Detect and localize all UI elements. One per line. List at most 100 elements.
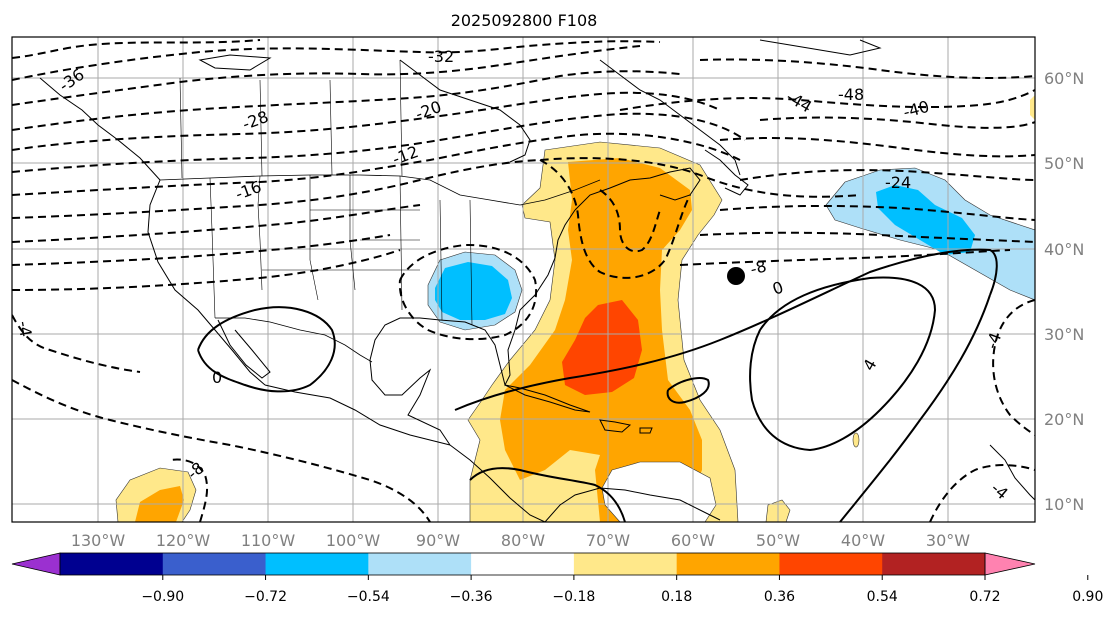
contour-east-a [619, 89, 1035, 111]
latitude-labels: 60°N 50°N 40°N 30°N 20°N 10°N [1044, 69, 1084, 514]
contour-zero-small [666, 377, 710, 404]
contour-zero-west [197, 306, 336, 393]
map-border [11, 36, 1036, 523]
longitude-label: 90°W [416, 531, 460, 550]
latitude-label: 50°N [1044, 154, 1084, 173]
colorbar-tick-label: −0.18 [552, 589, 595, 605]
colorbar-frame [59, 552, 986, 576]
contour-label: -8 [748, 256, 768, 278]
longitude-label: 50°W [756, 531, 800, 550]
latitude-label: 60°N [1044, 69, 1084, 88]
contour-n32 [12, 40, 661, 81]
coastline-baja [217, 319, 271, 379]
longitude-labels: 130°W 120°W 110°W 100°W 90°W 80°W 70°W 60°W 50°W… [71, 531, 970, 550]
longitude-label: 40°W [841, 531, 885, 550]
contour-label: -48 [838, 85, 864, 104]
coastline-puerto-rico [639, 427, 653, 434]
coastline-hudson-bay [399, 59, 531, 163]
colorbar-tick-label: 0.18 [661, 589, 692, 605]
contour-east-b [699, 58, 1035, 79]
latitude-label: 40°N [1044, 240, 1084, 259]
contour-label: -4 [982, 330, 1005, 351]
contour-lines [12, 39, 1035, 522]
contour-east-e [739, 169, 1035, 181]
coastline-greenland [759, 39, 882, 56]
colorbar-segment [882, 553, 986, 575]
longitude-label: 100°W [326, 531, 381, 550]
contour-plus4 [749, 276, 937, 452]
contour-zero-south [469, 467, 626, 522]
coastline-africa [989, 444, 1035, 501]
contour-label: -24 [885, 173, 911, 192]
colorbar: −0.90 −0.72 −0.54 −0.36 −0.18 0.18 0.36 0.54 0.7… [11, 552, 1103, 605]
coastline-yucatan [369, 359, 451, 446]
colorbar-segment [265, 553, 369, 575]
contour-n4-southeast [929, 464, 1035, 522]
fill-blue-southeast [435, 262, 512, 320]
contour-n4b [12, 249, 401, 291]
contour-n28a [12, 45, 641, 106]
colorbar-extend-high [984, 552, 1036, 576]
colorbar-segment [779, 553, 883, 575]
coastline-arctic [198, 54, 272, 71]
contour-east-h [679, 249, 1011, 266]
borders-canada-provinces [179, 59, 403, 179]
longitude-label: 30°W [926, 531, 970, 550]
contour-n16 [12, 112, 746, 173]
latitude-label: 20°N [1044, 410, 1084, 429]
colorbar-tick-label: −0.54 [347, 589, 390, 605]
contour-n4-east [992, 299, 1035, 436]
contour-n28b [12, 70, 681, 131]
longitude-label: 80°W [501, 531, 545, 550]
longitude-label: 130°W [71, 531, 126, 550]
contour-east-g [699, 231, 1035, 243]
contour-n8-southwest [169, 458, 209, 522]
fill-red-orange-core [562, 300, 642, 395]
contour-label: -4 [14, 319, 35, 338]
coastline-labrador [599, 59, 741, 176]
colorbar-segment [573, 553, 678, 575]
fill-white-hole-south [601, 461, 717, 522]
contour-trough-inner [599, 189, 661, 253]
colorbar-extend-low [11, 552, 61, 576]
contour-n8b [12, 204, 421, 243]
fill-yellow-edge-right [1030, 95, 1035, 120]
colorbar-tick-label: −0.72 [244, 589, 287, 605]
contour-east-c [759, 116, 1035, 129]
contour-southeast [398, 243, 538, 341]
contour-n4a [12, 234, 391, 266]
contour-n8-south [12, 379, 431, 522]
contour-n36 [12, 39, 261, 59]
colorbar-segment [60, 553, 164, 575]
colorbar-tick-label: −0.36 [450, 589, 493, 605]
border-us-mexico [215, 317, 373, 363]
contour-zero-east [839, 294, 991, 522]
contour-zero-main [454, 248, 998, 411]
colorbar-segment [162, 553, 267, 575]
longitude-label: 60°W [671, 531, 715, 550]
coastline-mexico-south [264, 384, 451, 446]
contour-trough [539, 159, 691, 279]
coastline-hispaniola [599, 419, 632, 433]
contour-east-f [719, 204, 1035, 221]
latitude-label: 10°N [1044, 495, 1084, 514]
zero-and-positive-contours [197, 248, 998, 522]
negative-contours [12, 39, 1035, 522]
coastlines-and-borders [39, 39, 1035, 522]
contour-n4c [12, 314, 141, 373]
coastline-central-america [449, 444, 546, 522]
contour-n20 [12, 91, 721, 151]
contour-label: -32 [428, 47, 454, 66]
colorbar-segment [471, 553, 575, 575]
storm-position-marker [727, 267, 745, 285]
colorbar-tick-label: −0.90 [141, 589, 184, 605]
colorbar-tick-label: 0.72 [969, 589, 1000, 605]
colorbar-tick-label: 0.54 [867, 589, 898, 605]
contour-n12 [12, 132, 741, 196]
map-title: 2025092800 F108 [451, 11, 598, 30]
contour-n8a [12, 157, 861, 219]
coastline-northeast [574, 167, 701, 211]
colorbar-tick-label: 0.36 [764, 589, 795, 605]
